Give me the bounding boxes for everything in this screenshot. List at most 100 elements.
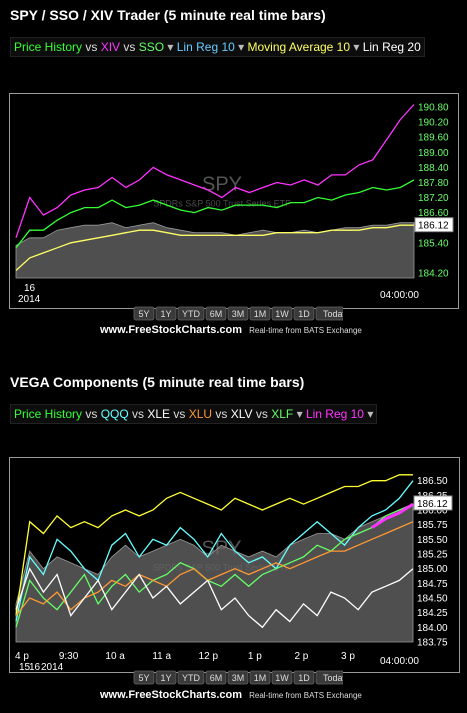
panel1-legend-item-10[interactable]: Lin Reg 20 [362,40,421,54]
panel2-range-label: 1M [254,673,267,683]
panel2-range-label: 3M [232,673,245,683]
panel2-range-1m[interactable]: 1M [249,670,271,685]
panel2-range-1y[interactable]: 1Y [155,670,177,685]
panel1-range-1d[interactable]: 1D [293,306,315,321]
panel1-chart: SPY SPDRs S&P 500 Trust Series ETF 184.20 1… [15,103,454,279]
panel1-footer-site[interactable]: www.FreeStockCharts.com [100,324,243,336]
panel1-legend-item-8[interactable]: Moving Average 10 [247,40,351,54]
panel2-legend-item-0[interactable]: Price History [14,407,83,421]
panel1-legend-item-3: vs [120,40,139,54]
panel1-range-label: 1M [254,309,267,319]
panel2-legend-item-11[interactable]: ▾ [293,407,306,421]
panel1-legend-item-0[interactable]: Price History [14,40,83,54]
panel2-legend-item-1: vs [82,407,101,421]
panel2-range-1w[interactable]: 1W [271,670,293,685]
panel1-range-1m[interactable]: 1M [249,306,271,321]
panel2-ytick: 184.50 [417,594,448,605]
panel1-series-sso [15,179,415,249]
panel2-xtick: 2 p [294,651,308,662]
panel2-ytick: 185.00 [417,564,448,575]
panel2-series-lin-reg-10 [371,502,414,529]
panel2-xtick: 12 p [199,651,219,662]
panel1-ytick: 187.80 [418,178,449,189]
panel1-legend[interactable]: Price History vs XIV vs SSO ▾ Lin Reg 10… [10,37,425,57]
panel1-range-ytd[interactable]: YTD [177,306,205,321]
panel2-footer-site[interactable]: www.FreeStockCharts.com [100,689,243,701]
panel2-ytick: 185.50 [417,535,448,546]
panel2-legend-item-13[interactable]: ▾ [363,407,374,421]
panel1-legend-item-4[interactable]: SSO [138,40,165,54]
panel1-legend-item-2[interactable]: XIV [100,40,121,54]
panel2-range-ytd[interactable]: YTD [177,670,205,685]
panel2-ytick: 185.25 [417,550,448,561]
panel1-range-5y[interactable]: 5Y [133,306,155,321]
panel2-ytick: 183.75 [417,638,448,649]
panel1-range-3m[interactable]: 3M [227,306,249,321]
panel2-legend-item-5: vs [170,407,189,421]
panel2-footer-note: Real-time from BATS Exchange [249,691,362,700]
panel1-footer-note: Real-time from BATS Exchange [249,326,362,335]
panel1-range-1w[interactable]: 1W [271,306,293,321]
panel2-range-label: 1W [275,673,289,683]
panel2-legend-item-9: vs [252,407,272,421]
panel1-range-label: Today [323,309,343,319]
panel2-xtick-bottom: 2014 [41,662,64,672]
panel1-range-1y[interactable]: 1Y [155,306,177,321]
panel2-range-today[interactable]: Today [315,670,343,685]
panel2-current-price: 186.12 [417,499,448,510]
panel2-xtick: 9:30 [59,651,79,662]
panel2-time-label: 04:00:00 [380,656,419,667]
panel2-series-qqq [15,480,414,622]
panel1-ytick: 189.00 [418,148,449,159]
panel2-xtick: 11 a [152,651,171,662]
panel1-range-label: YTD [182,309,201,319]
panel2-legend-item-2[interactable]: QQQ [100,407,129,421]
panel1-x-label-16: 16 [24,283,36,294]
panel1-legend-item-7[interactable]: ▾ [234,40,248,54]
panel1-legend-item-1: vs [82,40,101,54]
panel1-range-6m[interactable]: 6M [205,306,227,321]
panel1-range-bar[interactable]: 5Y 1Y YTD 6M 3M 1M 1W 1D Today [133,306,343,322]
panel1-range-today[interactable]: Today [315,306,343,321]
panel1-legend-item-5[interactable]: ▾ [164,40,177,54]
panel1-series-moving-average-10 [15,224,414,271]
panel2-range-3m[interactable]: 3M [227,670,249,685]
panel2-xtick-bottom: 16 [29,662,41,672]
panel2-legend-item-6[interactable]: XLU [188,407,213,421]
panel2-series-xlv [15,567,414,629]
panel1-legend-item-6[interactable]: Lin Reg 10 [176,40,235,54]
panel2-range-5y[interactable]: 5Y [133,670,155,685]
panel1-ytick: 190.20 [418,118,449,129]
panel2-series-yellow [15,474,413,616]
panel1-current-price-box [414,217,454,233]
panel2-title: VEGA Components (5 minute real time bars… [10,374,305,390]
panel2-legend-item-8[interactable]: XLV [230,407,253,421]
panel2-range-6m[interactable]: 6M [205,670,227,685]
panel2-range-label: 6M [210,673,223,683]
panel1-current-price: 186.12 [418,221,449,232]
panel2-xtick: 3 p [341,651,355,662]
panel2-range-bar[interactable]: 5Y 1Y YTD 6M 3M 1M 1W 1D Today [133,670,343,686]
panel2-ytick: 184.75 [417,579,448,590]
panel2-range-1d[interactable]: 1D [293,670,315,685]
panel1-legend-item-9[interactable]: ▾ [350,40,363,54]
panel2-range-label: Today [323,673,343,683]
panel1-footer: www.FreeStockCharts.com Real-time from B… [100,324,362,336]
panel2-range-label: 5Y [138,673,149,683]
panel1-title: SPY / SSO / XIV Trader (5 minute real ti… [10,7,326,23]
panel2-xtick: 10 a [105,651,125,662]
panel2-ytick: 184.00 [417,623,448,634]
panel2-range-label: YTD [182,673,201,683]
panel2-footer: www.FreeStockCharts.com Real-time from B… [100,689,362,701]
panel2-legend[interactable]: Price History vs QQQ vs XLE vs XLU vs XL… [10,404,378,424]
panel2-legend-item-10[interactable]: XLF [271,407,294,421]
panel2-legend-item-12[interactable]: Lin Reg 10 [305,407,364,421]
panel1-watermark: SPY [202,173,242,195]
panel2-legend-item-4[interactable]: XLE [147,407,171,421]
panel1-ytick: 185.40 [418,238,449,249]
panel1-watermark-sub: SPDRs S&P 500 Trust Series ETF [153,198,291,208]
panel1-range-label: 5Y [138,309,149,319]
